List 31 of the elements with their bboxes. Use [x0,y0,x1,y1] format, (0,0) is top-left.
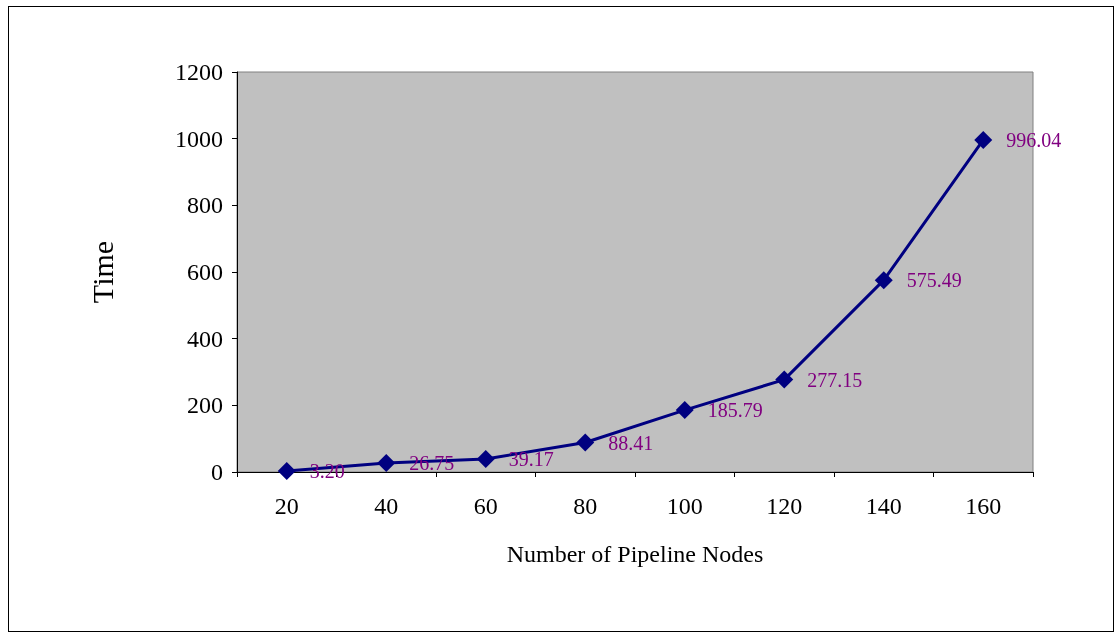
y-tick-label: 0 [211,459,223,485]
x-tick-label: 80 [573,493,598,519]
point [476,449,495,468]
x-tick-label: 100 [666,493,703,519]
y-tick-label: 1200 [175,59,223,85]
data-label: 88.41 [608,431,654,454]
data-label: 996.04 [1006,128,1062,151]
point [277,461,296,480]
point [576,433,595,452]
point [377,454,396,473]
data-label: 185.79 [707,399,763,422]
point [874,271,893,290]
x-tick-label: 120 [766,493,803,519]
point [675,401,694,420]
x-tick-label: 40 [374,493,399,519]
y-tick-label: 800 [187,192,223,219]
data-label: 39.17 [508,447,554,470]
y-axis-title: Time [85,240,119,304]
y-tick-label: 400 [187,325,223,352]
x-axis-title: Number of Pipeline Nodes [506,541,764,567]
data-label: 277.15 [807,368,863,391]
point [974,130,993,149]
y-tick-label: 200 [187,392,223,419]
x-tick-label: 140 [865,493,902,519]
point [775,370,794,389]
y-tick-label: 600 [187,259,223,285]
x-tick-label: 160 [965,493,1002,519]
x-tick-label: 20 [274,493,299,519]
y-tick-label: 1000 [175,125,223,152]
data-label: 575.49 [906,269,962,292]
x-tick-label: 60 [473,493,498,519]
